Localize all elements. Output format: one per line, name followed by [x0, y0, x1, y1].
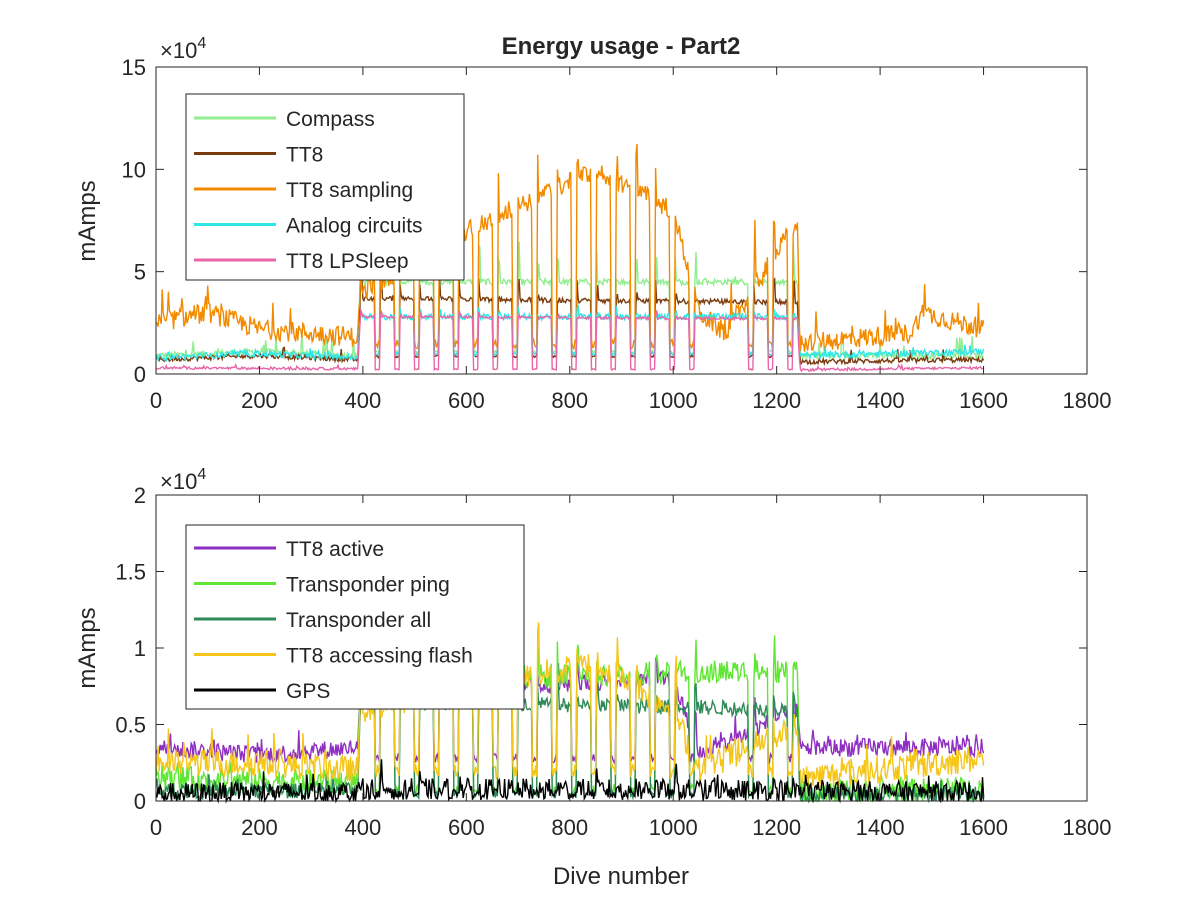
chart-title: Energy usage - Part2 — [502, 33, 741, 60]
y-tick-label: 10 — [122, 157, 146, 182]
y-tick-label: 15 — [122, 55, 146, 80]
x-tick-label: 1600 — [959, 815, 1008, 840]
series-line-tt8-accessing-flash — [155, 622, 985, 791]
x-tick-label: 1200 — [752, 815, 801, 840]
x-axis-ticks: 0 200 400 600 800 1000 1200 1400 1600 1800 — [150, 67, 1112, 413]
legend-item-label: TT8 — [286, 144, 323, 167]
x-axis-label: Dive number — [553, 863, 689, 890]
x-tick-label: 1800 — [1063, 815, 1112, 840]
plot-area-border — [155, 66, 1088, 375]
legend-item-label: TT8 LPSleep — [286, 250, 409, 273]
y-exponent-base: ×10 — [160, 469, 197, 494]
y-tick-label: 0.5 — [115, 713, 146, 738]
series-group — [155, 143, 985, 373]
legend-box — [185, 524, 525, 710]
y-tick-label: 2 — [134, 483, 146, 508]
legend-item-label: GPS — [286, 680, 330, 703]
y-tick-label: 0 — [134, 789, 146, 814]
legend-item-label: Transponder ping — [286, 574, 450, 597]
x-tick-label: 1000 — [649, 388, 698, 413]
y-axis-label: mAmps — [74, 607, 101, 688]
legend: Compass TT8 TT8 sampling Analog circuits TT8… — [185, 93, 465, 281]
legend-item-label: TT8 accessing flash — [286, 645, 473, 668]
x-tick-label: 800 — [551, 815, 588, 840]
x-axis-ticks: 0 200 400 600 800 1000 1200 1400 1600 1800 — [150, 495, 1112, 840]
y-exponent-power: 4 — [197, 466, 206, 483]
legend-box — [185, 93, 465, 281]
y-tick-label: 1 — [134, 636, 146, 661]
svg-text:×104: ×104 — [160, 466, 206, 494]
series-line-analog-circuits — [155, 304, 985, 363]
series-line-tt8 — [155, 273, 985, 367]
x-tick-label: 800 — [551, 388, 588, 413]
series-line-tt8-sampling — [155, 143, 985, 353]
legend: TT8 active Transponder ping Transponder al… — [185, 524, 525, 710]
x-tick-label: 1800 — [1063, 388, 1112, 413]
legend-item-label: TT8 active — [286, 538, 384, 561]
y-tick-label: 0 — [134, 362, 146, 387]
x-tick-label: 1400 — [856, 388, 905, 413]
x-tick-label: 1200 — [752, 388, 801, 413]
legend-item-label: TT8 sampling — [286, 179, 413, 202]
x-tick-label: 1400 — [856, 815, 905, 840]
y-axis-ticks: 0 5 10 15 — [122, 55, 1087, 387]
y-tick-label: 5 — [134, 260, 146, 285]
svg-text:×104: ×104 — [160, 35, 206, 63]
x-tick-label: 0 — [150, 815, 162, 840]
x-tick-label: 600 — [448, 388, 485, 413]
series-group — [155, 622, 985, 804]
y-axis-label: mAmps — [74, 180, 101, 261]
x-tick-label: 400 — [345, 388, 382, 413]
legend-item-label: Analog circuits — [286, 215, 423, 238]
y-axis-ticks: 0 0.5 1 1.5 2 — [115, 483, 1087, 814]
legend-item-label: Transponder all — [286, 609, 431, 632]
y-exponent-power: 4 — [197, 35, 206, 52]
series-line-tt8-active — [155, 656, 985, 765]
x-tick-label: 0 — [150, 388, 162, 413]
x-tick-label: 200 — [241, 815, 278, 840]
bottom-chart-panel: ×104 mAmps 0 200 400 600 800 1000 1200 1400 1600… — [74, 466, 1111, 890]
y-axis-exponent: ×104 — [160, 466, 206, 494]
x-tick-label: 200 — [241, 388, 278, 413]
series-line-tt8-lpsleep — [155, 309, 984, 373]
x-tick-label: 400 — [345, 815, 382, 840]
x-tick-label: 600 — [448, 815, 485, 840]
legend-item-label: Compass — [286, 108, 375, 131]
y-axis-exponent: ×104 — [160, 35, 206, 63]
y-exponent-base: ×10 — [160, 38, 197, 63]
x-tick-label: 1600 — [959, 388, 1008, 413]
top-chart-panel: Energy usage - Part2 ×104 mAmps 0 200 400 6… — [74, 33, 1111, 413]
y-tick-label: 1.5 — [115, 560, 146, 585]
x-tick-label: 1000 — [649, 815, 698, 840]
